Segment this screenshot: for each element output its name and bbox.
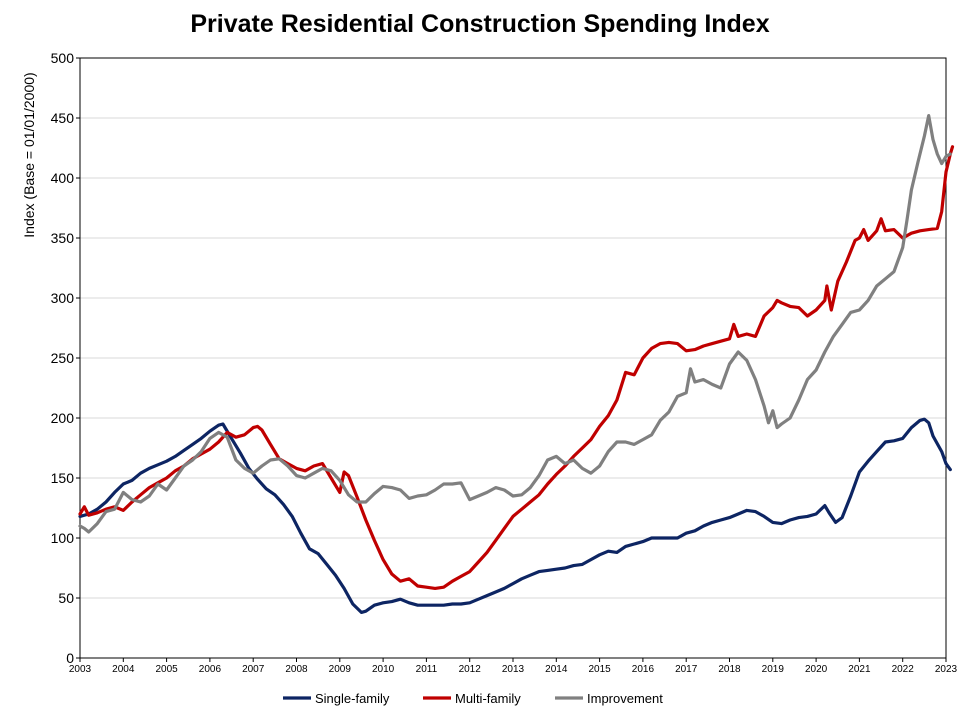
x-tick-label: 2017 xyxy=(675,664,698,675)
x-tick-label: 2020 xyxy=(805,664,828,675)
legend-label: Multi-family xyxy=(455,691,521,706)
x-tick-label: 2010 xyxy=(372,664,395,675)
x-tick-label: 2019 xyxy=(762,664,785,675)
x-tick-label: 2021 xyxy=(848,664,871,675)
x-tick-label: 2008 xyxy=(285,664,308,675)
x-tick-label: 2013 xyxy=(502,664,525,675)
chart-title: Private Residential Construction Spendin… xyxy=(190,10,770,38)
y-tick-label: 500 xyxy=(51,50,75,66)
series-lines xyxy=(78,114,955,614)
x-tick-label: 2007 xyxy=(242,664,265,675)
series-line-improvement xyxy=(78,114,952,534)
x-tick-label: 2016 xyxy=(632,664,655,675)
x-tick-label: 2023 xyxy=(935,664,958,675)
x-tick-label: 2012 xyxy=(459,664,482,675)
y-tick-label: 0 xyxy=(66,650,74,666)
y-tick-label: 150 xyxy=(51,470,75,486)
gridlines xyxy=(80,117,946,599)
x-tick-label: 2015 xyxy=(588,664,611,675)
x-tick-label: 2009 xyxy=(329,664,352,675)
legend-label: Single-family xyxy=(315,691,390,706)
y-tick-label: 300 xyxy=(51,290,75,306)
y-axis-label: Index (Base = 01/01/2000) xyxy=(21,72,37,237)
y-tick-label: 350 xyxy=(51,230,75,246)
x-tick-label: 2004 xyxy=(112,664,135,675)
y-tick-label: 450 xyxy=(51,110,75,126)
x-tick-label: 2022 xyxy=(892,664,915,675)
x-axis: 2003 2004 2005 2006 2007 2008 2009 2010 2011 2012… xyxy=(69,658,958,675)
x-tick-label: 2011 xyxy=(416,664,438,675)
series-line-multi-family xyxy=(78,145,955,590)
x-tick-label: 2006 xyxy=(199,664,222,675)
y-tick-label: 50 xyxy=(58,590,74,606)
y-tick-label: 200 xyxy=(51,410,75,426)
y-axis: 0 50 100 150 200 250 300 350 400 450 500 xyxy=(51,50,80,666)
x-tick-label: 2005 xyxy=(155,664,178,675)
x-tick-label: 2014 xyxy=(545,664,568,675)
legend-label: Improvement xyxy=(587,691,663,706)
y-tick-label: 400 xyxy=(51,170,75,186)
legend: Single-family Multi-family Improvement xyxy=(283,691,663,706)
y-tick-label: 100 xyxy=(51,530,75,546)
x-tick-label: 2003 xyxy=(69,664,92,675)
x-tick-label: 2018 xyxy=(718,664,741,675)
y-tick-label: 250 xyxy=(51,350,75,366)
